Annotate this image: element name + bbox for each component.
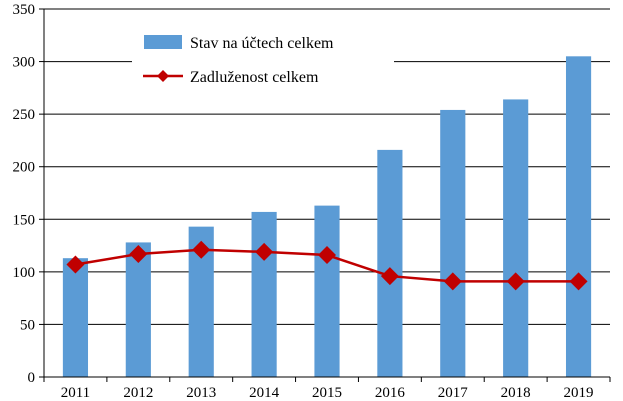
- bar: [565, 56, 592, 378]
- line-point: [192, 240, 211, 259]
- line-series: [66, 240, 588, 291]
- bar: [125, 242, 151, 377]
- x-tick-label: 2013: [186, 385, 216, 401]
- bar: [503, 99, 529, 378]
- x-tick-label: 2018: [501, 385, 531, 401]
- axes: [39, 8, 611, 382]
- y-tick-labels: 0 50 100 150 200 250 300 350: [13, 2, 36, 386]
- y-tick-label: 100: [13, 265, 36, 281]
- line-point: [506, 272, 525, 291]
- x-tick-label: 2011: [61, 385, 90, 401]
- bar-series: [62, 56, 592, 378]
- legend-diamond-marker: [157, 70, 169, 82]
- legend-label-line: Zadluženost celkem: [190, 69, 319, 86]
- line-point: [318, 246, 336, 265]
- line-point: [380, 267, 399, 286]
- x-tick-label: 2012: [123, 385, 153, 401]
- x-tick-labels: 2011 2012 2013 2014 2015 2016 2017 2018 2019: [61, 385, 594, 401]
- bar: [251, 211, 277, 377]
- legend-label-bars: Stav na účtech celkem: [190, 35, 334, 52]
- y-tick-label: 50: [20, 317, 35, 333]
- x-tick-label: 2014: [249, 385, 280, 401]
- y-tick-label: 300: [13, 55, 36, 71]
- x-tick-label: 2017: [438, 385, 469, 401]
- bar: [377, 149, 403, 377]
- x-tick-label: 2015: [312, 385, 342, 401]
- bar: [314, 205, 340, 377]
- bar: [62, 258, 89, 377]
- bar: [440, 109, 466, 378]
- x-tick-label: 2016: [375, 385, 406, 401]
- y-tick-label: 0: [28, 370, 36, 386]
- y-tick-label: 150: [13, 212, 36, 228]
- legend: Stav na účtech celkem Zadluženost celkem: [132, 22, 394, 100]
- y-tick-label: 350: [13, 2, 36, 18]
- legend-background: [132, 22, 394, 100]
- line-point: [443, 272, 462, 291]
- x-tick-label: 2019: [564, 385, 594, 401]
- y-tick-label: 200: [13, 160, 36, 176]
- line-point: [255, 242, 274, 261]
- line-point: [66, 255, 85, 274]
- line-point: [129, 244, 148, 263]
- legend-bar-swatch: [144, 35, 182, 49]
- line-point: [569, 272, 588, 291]
- y-tick-label: 250: [13, 107, 36, 123]
